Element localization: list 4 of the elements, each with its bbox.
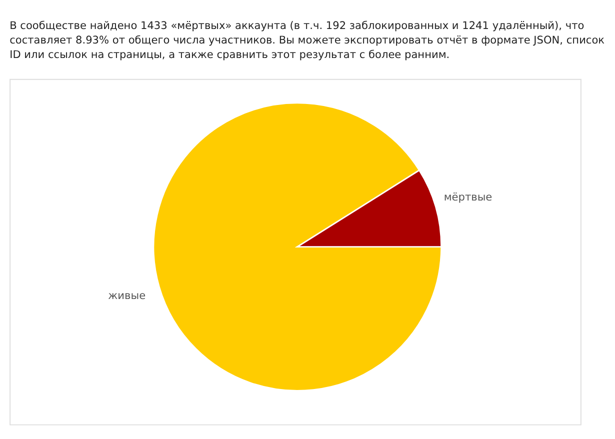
pie-slice xyxy=(152,102,442,392)
chart-title: В сообществе найдено 1433 «мёртвых» аккаунта (в т.ч. 192 заблокированных и 1241 удалённый), что составляет 8.93% от общего числа участников. Вы можете экспортировать отчёт в формате JSON, список ID или ссылок на страницы, а также сравнить этот результат с более ранним. xyxy=(10,20,606,61)
slice-label: мёртвые xyxy=(444,192,492,204)
slice-label: живые xyxy=(108,290,146,302)
